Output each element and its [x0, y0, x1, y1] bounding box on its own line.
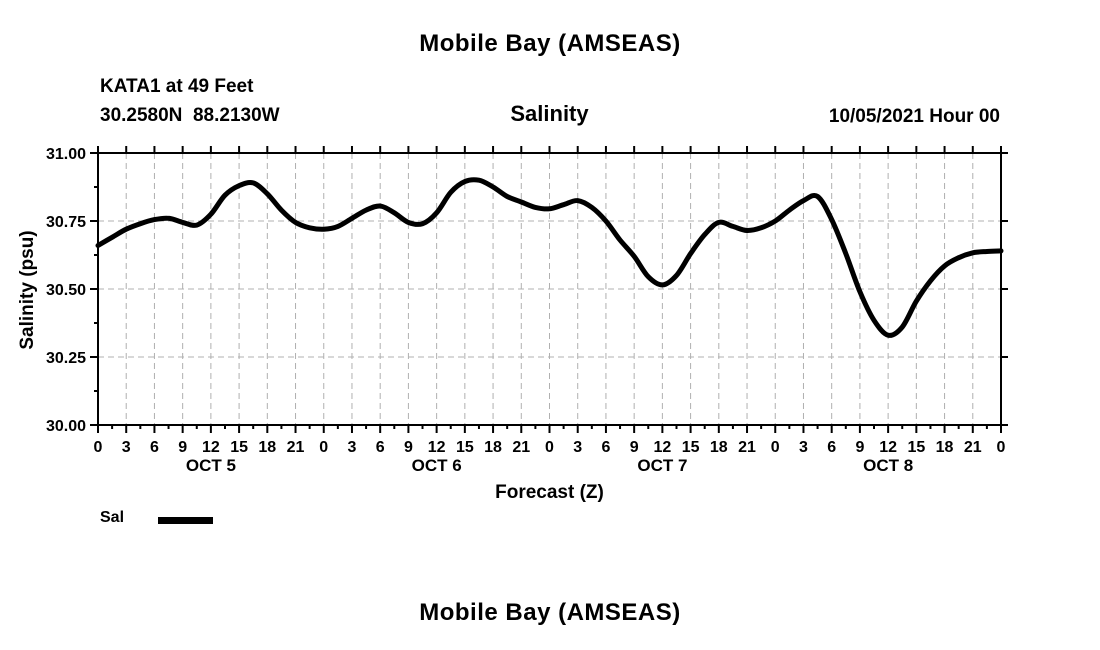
x-axis-label: Forecast (Z)	[495, 482, 604, 503]
svg-text:6: 6	[150, 439, 159, 456]
legend-label: Sal	[100, 509, 125, 526]
svg-text:12: 12	[428, 439, 446, 456]
svg-text:9: 9	[630, 439, 639, 456]
y-tick-labels: 30.00 30.25 30.50 30.75 31.00	[46, 146, 86, 435]
svg-text:3: 3	[348, 439, 357, 456]
svg-text:0: 0	[94, 439, 103, 456]
svg-text:6: 6	[376, 439, 385, 456]
svg-text:15: 15	[907, 439, 925, 456]
svg-text:21: 21	[738, 439, 756, 456]
legend-line-sample	[158, 517, 213, 524]
svg-text:30.00: 30.00	[46, 418, 86, 435]
svg-text:31.00: 31.00	[46, 146, 86, 163]
grid-lines	[98, 153, 1001, 425]
svg-text:6: 6	[827, 439, 836, 456]
station-name: KATA1 at 49 Feet	[100, 76, 254, 97]
salinity-series-line	[95, 177, 1004, 338]
svg-text:18: 18	[936, 439, 954, 456]
svg-text:9: 9	[178, 439, 187, 456]
svg-text:21: 21	[964, 439, 982, 456]
svg-text:OCT 6: OCT 6	[412, 456, 462, 475]
svg-text:21: 21	[287, 439, 305, 456]
page-title-bottom: Mobile Bay (AMSEAS)	[419, 599, 681, 626]
svg-text:OCT 5: OCT 5	[186, 456, 236, 475]
svg-text:0: 0	[997, 439, 1006, 456]
x-tick-labels: 0 3 6 9 12 15 18 21 0 3 6 9 12 15 18 21 0 3 6 9 12 15 18 21 0 3 6 9…	[94, 439, 1006, 456]
svg-text:15: 15	[682, 439, 700, 456]
svg-text:12: 12	[202, 439, 220, 456]
svg-text:0: 0	[319, 439, 328, 456]
plot-title: Salinity	[510, 101, 589, 126]
x-axis-ticks	[97, 146, 1002, 433]
svg-text:6: 6	[601, 439, 610, 456]
svg-text:21: 21	[512, 439, 530, 456]
svg-text:12: 12	[653, 439, 671, 456]
svg-text:0: 0	[771, 439, 780, 456]
svg-text:30.50: 30.50	[46, 282, 86, 299]
y-axis-ticks	[90, 152, 1008, 426]
svg-text:OCT 8: OCT 8	[863, 456, 913, 475]
svg-text:30.25: 30.25	[46, 350, 86, 367]
svg-text:18: 18	[710, 439, 728, 456]
svg-text:12: 12	[879, 439, 897, 456]
day-labels: OCT 5 OCT 6 OCT 7 OCT 8	[186, 456, 913, 475]
svg-text:18: 18	[258, 439, 276, 456]
station-coordinates: 30.2580N 88.2130W	[100, 105, 280, 126]
svg-text:15: 15	[230, 439, 248, 456]
svg-text:18: 18	[484, 439, 502, 456]
svg-text:9: 9	[404, 439, 413, 456]
svg-text:9: 9	[855, 439, 864, 456]
svg-text:30.75: 30.75	[46, 214, 86, 231]
svg-text:OCT 7: OCT 7	[637, 456, 687, 475]
svg-text:3: 3	[799, 439, 808, 456]
svg-text:3: 3	[573, 439, 582, 456]
svg-text:15: 15	[456, 439, 474, 456]
run-date: 10/05/2021 Hour 00	[828, 106, 1000, 127]
svg-text:0: 0	[545, 439, 554, 456]
page-title-top: Mobile Bay (AMSEAS)	[419, 30, 681, 57]
svg-text:3: 3	[122, 439, 131, 456]
